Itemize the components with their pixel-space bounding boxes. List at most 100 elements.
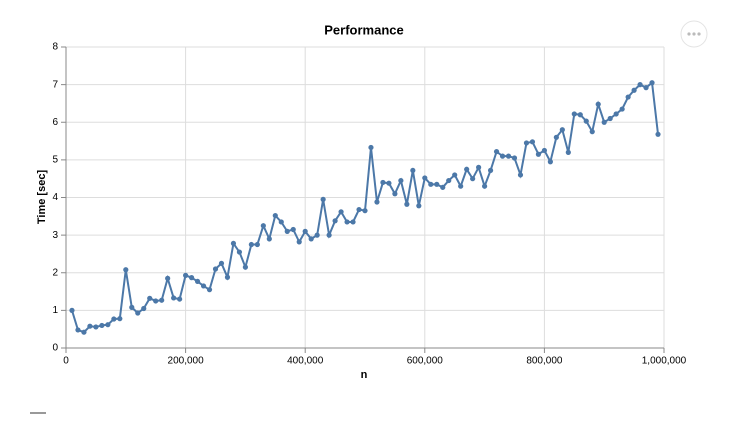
data-point — [535, 151, 542, 157]
data-point — [529, 139, 536, 145]
data-point — [230, 240, 237, 247]
y-tick-label: 4 — [52, 192, 58, 203]
x-tick-label: 600,000 — [407, 356, 444, 367]
data-point — [248, 241, 254, 248]
y-tick-label: 2 — [52, 267, 58, 278]
data-point — [171, 295, 177, 301]
data-point — [350, 219, 356, 225]
data-point — [69, 307, 75, 313]
data-point — [625, 94, 631, 100]
data-point — [649, 80, 655, 86]
data-point — [147, 295, 153, 301]
data-point — [290, 226, 296, 233]
data-point — [452, 172, 458, 178]
y-tick-label: 3 — [52, 230, 58, 241]
data-point — [177, 296, 183, 302]
data-point — [284, 228, 290, 234]
data-point — [446, 177, 452, 184]
data-point — [655, 131, 661, 137]
data-point — [266, 236, 272, 242]
data-point — [374, 199, 380, 205]
data-point — [470, 176, 476, 182]
menu-dot — [692, 32, 696, 36]
data-point — [607, 115, 613, 122]
data-point — [200, 283, 207, 289]
data-point — [583, 118, 589, 124]
data-point — [105, 322, 111, 328]
data-point — [194, 278, 201, 285]
data-point — [541, 147, 548, 154]
data-point — [272, 212, 278, 219]
data-point — [643, 85, 649, 91]
data-point — [601, 119, 607, 125]
data-point — [254, 241, 260, 248]
data-point — [422, 175, 428, 181]
y-axis-title: Time [sec] — [36, 170, 48, 225]
data-point — [314, 232, 320, 238]
chart-title: Performance — [324, 22, 403, 37]
data-point — [362, 208, 368, 214]
data-point — [218, 260, 225, 266]
data-point — [206, 287, 213, 293]
data-point — [242, 264, 248, 270]
data-point — [613, 111, 619, 117]
data-point — [619, 106, 625, 112]
x-tick-label: 0 — [63, 356, 69, 367]
menu-button[interactable] — [680, 20, 708, 48]
data-point — [571, 111, 577, 117]
y-tick-label: 6 — [52, 117, 58, 128]
data-point — [517, 172, 524, 178]
data-point — [224, 274, 231, 280]
data-point — [416, 203, 422, 209]
data-point — [236, 249, 243, 255]
data-point — [523, 140, 530, 146]
y-tick-label: 7 — [52, 79, 58, 90]
data-point — [165, 275, 171, 281]
data-point — [410, 167, 416, 174]
data-point — [296, 239, 302, 245]
series-line — [71, 80, 660, 334]
data-point — [159, 297, 165, 303]
x-tick-label: 400,000 — [287, 356, 324, 367]
data-point — [93, 324, 99, 330]
y-tick-label: 5 — [52, 155, 58, 166]
data-point — [487, 167, 494, 174]
data-point — [129, 304, 135, 310]
data-point — [326, 232, 332, 238]
data-point — [482, 183, 488, 189]
data-point — [75, 327, 81, 333]
data-point — [565, 149, 571, 155]
data-point — [505, 153, 512, 159]
x-axis-title: n — [361, 369, 368, 381]
data-point — [404, 201, 410, 207]
data-point — [368, 144, 374, 151]
data-point — [344, 219, 350, 225]
data-point — [153, 298, 159, 304]
menu-dot — [697, 32, 701, 36]
y-tick-label: 1 — [52, 305, 58, 316]
data-point — [511, 155, 518, 161]
data-point — [141, 305, 147, 312]
data-point — [111, 316, 117, 322]
data-point — [188, 275, 195, 281]
data-point — [458, 183, 464, 189]
data-point — [553, 134, 559, 140]
data-point — [135, 310, 141, 316]
data-point — [577, 112, 583, 118]
data-point — [398, 177, 404, 184]
data-point — [117, 316, 123, 322]
data-point — [320, 196, 326, 202]
data-point — [183, 272, 189, 278]
data-point — [81, 329, 87, 335]
x-tick-label: 1,000,000 — [642, 356, 687, 367]
data-point — [260, 223, 266, 229]
menu-dot — [687, 32, 691, 36]
data-point — [595, 101, 601, 107]
data-point — [332, 218, 338, 224]
data-point — [493, 148, 500, 155]
data-point — [278, 219, 284, 225]
data-point — [589, 129, 595, 135]
data-point — [637, 82, 643, 88]
data-point — [440, 184, 446, 190]
